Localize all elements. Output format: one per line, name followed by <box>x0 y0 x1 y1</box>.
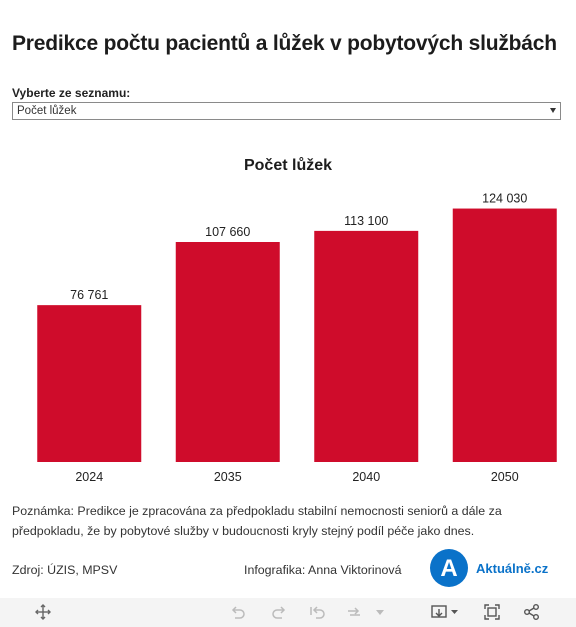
x-tick-label-2050: 2050 <box>491 470 519 484</box>
bar-chart: 76 761 2024 107 660 2035 113 100 2040 124 030 2… <box>37 192 557 484</box>
chart-note: Poznámka: Predikce je zpracována za před… <box>12 504 502 538</box>
refresh-icon[interactable] <box>345 603 363 621</box>
x-tick-label-2040: 2040 <box>352 470 380 484</box>
metric-select[interactable]: Počet lůžek <box>12 102 561 120</box>
share-icon[interactable] <box>523 603 541 621</box>
logo-icon[interactable]: A <box>430 549 468 587</box>
chevron-down-icon <box>550 108 556 113</box>
logo-letter: A <box>440 555 457 582</box>
bar-2050[interactable] <box>452 208 557 462</box>
chart-title: Počet lůžek <box>243 157 333 174</box>
bar-2035[interactable] <box>175 241 280 462</box>
bar-2040[interactable] <box>314 230 419 462</box>
download-icon[interactable] <box>430 603 460 621</box>
data-label-2050: 124 030 <box>482 192 527 206</box>
bar-2024[interactable] <box>37 305 142 462</box>
data-label-2024: 76 761 <box>70 288 108 302</box>
metric-select-value: Počet lůžek <box>17 105 77 117</box>
credit-text: Infografika: Anna Viktorinová <box>244 563 402 577</box>
page-title: Predikce počtu pacientů a lůžek v pobyto… <box>12 32 557 55</box>
selector-label: Vyberte ze seznamu: <box>12 86 131 100</box>
move-icon[interactable] <box>34 603 52 621</box>
revert-icon[interactable] <box>309 603 327 621</box>
dropdown-icon[interactable] <box>374 603 386 621</box>
redo-icon[interactable] <box>270 603 288 621</box>
data-label-2035: 107 660 <box>205 225 250 239</box>
toolbar <box>0 598 576 627</box>
data-label-2040: 113 100 <box>344 214 388 228</box>
fullscreen-icon[interactable] <box>483 603 501 621</box>
x-tick-label-2035: 2035 <box>214 470 242 484</box>
x-tick-label-2024: 2024 <box>75 470 103 484</box>
logo-text[interactable]: Aktuálně.cz <box>476 561 549 576</box>
undo-icon[interactable] <box>229 603 247 621</box>
source-text: Zdroj: ÚZIS, MPSV <box>12 563 118 577</box>
